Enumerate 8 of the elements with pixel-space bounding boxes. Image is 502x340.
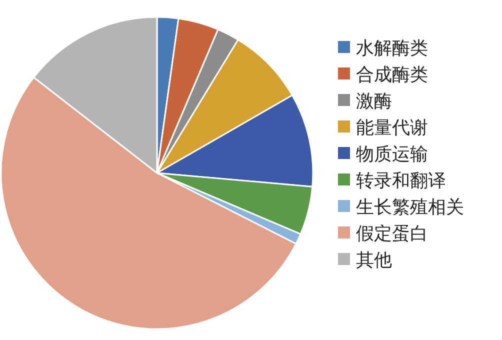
legend-label: 能量代谢 bbox=[356, 118, 428, 138]
legend-label: 其他 bbox=[356, 250, 392, 271]
legend-label: 水解酶类 bbox=[356, 38, 428, 59]
legend-label: 物质运输 bbox=[356, 144, 428, 165]
legend-label: 转录和翻译 bbox=[356, 170, 446, 192]
legend-label: 激酶 bbox=[356, 91, 392, 112]
legend-label: 合成酶类 bbox=[356, 64, 428, 86]
legend-label: 假定蛋白 bbox=[356, 224, 428, 244]
